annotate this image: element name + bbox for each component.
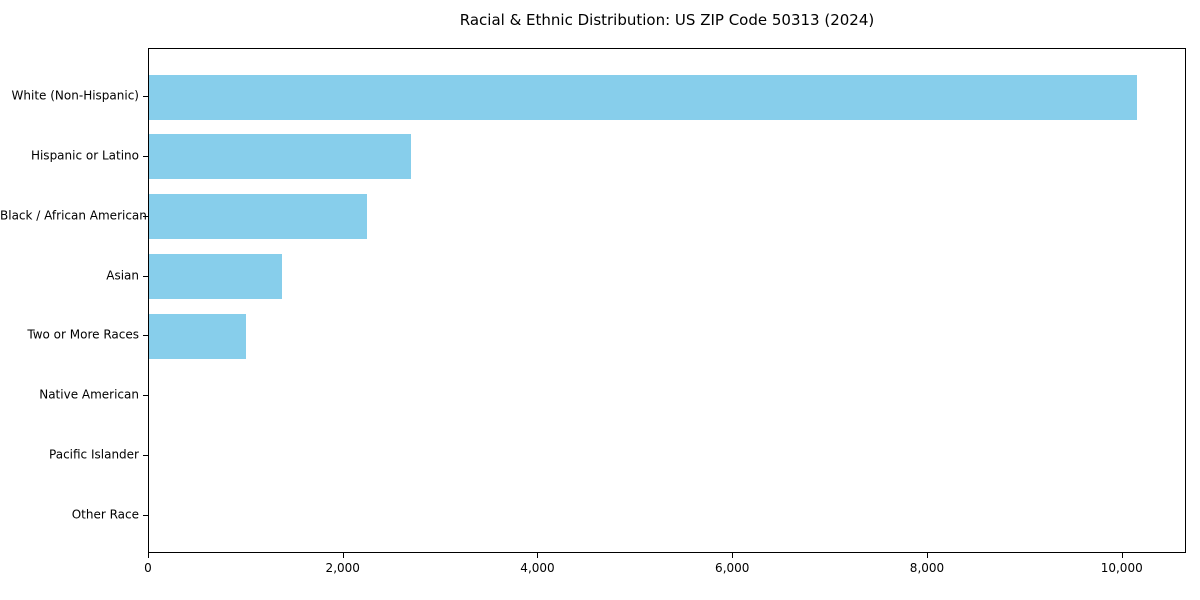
x-tick-mark: [732, 553, 734, 558]
x-tick-mark: [926, 553, 928, 558]
bar-asian: [149, 254, 282, 300]
y-tick-label-two-or-more-races: Two or More Races: [27, 327, 139, 342]
x-tick-label-4000: 4,000: [520, 561, 555, 575]
x-tick-mark: [1121, 553, 1123, 558]
bar-white-non-hispanic: [149, 74, 1138, 120]
y-tick-label-asian: Asian: [106, 267, 139, 282]
y-tick-label-white-non-hispanic: White (Non-Hispanic): [11, 88, 139, 103]
y-tick-mark: [143, 455, 148, 457]
y-tick-mark: [143, 395, 148, 397]
y-tick-mark: [143, 215, 148, 217]
y-tick-label-other-race: Other Race: [71, 507, 139, 522]
x-tick-mark: [148, 553, 149, 558]
y-tick-label-native-american: Native American: [39, 387, 139, 402]
chart-title: Racial & Ethnic Distribution: US ZIP Cod…: [459, 11, 875, 29]
y-tick-mark: [143, 96, 148, 97]
x-tick-label-8000: 8,000: [909, 561, 945, 575]
bar-two-or-more-races: [149, 313, 247, 359]
x-tick-mark: [342, 553, 344, 558]
y-tick-label-pacific-islander: Pacific Islander: [49, 447, 139, 462]
bar-black-african-american: [149, 194, 368, 240]
plot-area: [148, 48, 1186, 553]
x-tick-label-6000: 6,000: [715, 561, 750, 575]
y-tick-mark: [143, 335, 148, 337]
x-tick-mark: [537, 553, 539, 558]
y-tick-label-black-african-american: Black / African American: [0, 208, 147, 223]
x-tick-label-2000: 2,000: [325, 561, 360, 575]
y-tick-label-hispanic-or-latino: Hispanic or Latino: [30, 148, 139, 163]
y-tick-mark: [143, 155, 148, 157]
y-tick-mark: [143, 275, 148, 277]
x-tick-label-0: 0: [144, 561, 152, 575]
bar-hispanic-or-latino: [149, 134, 411, 180]
y-tick-mark: [143, 514, 148, 516]
x-tick-label-10000: 10,000: [1100, 561, 1143, 575]
